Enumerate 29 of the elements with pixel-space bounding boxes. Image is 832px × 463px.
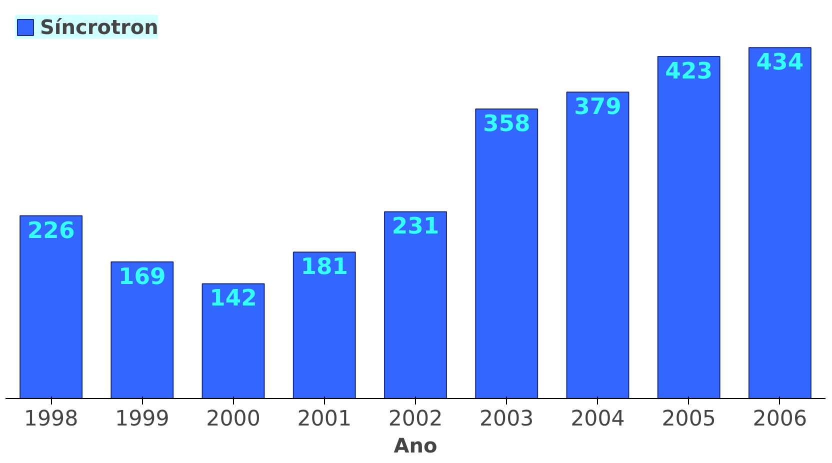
data-label: 142 xyxy=(210,286,257,312)
x-tick-label: 2005 xyxy=(662,406,716,432)
bar xyxy=(748,47,812,398)
x-tick-label: 2002 xyxy=(388,406,443,432)
bar xyxy=(20,215,83,398)
data-label: 169 xyxy=(118,264,166,290)
bar xyxy=(292,252,356,398)
x-tick-label: 1999 xyxy=(115,406,170,432)
bar xyxy=(110,261,174,398)
bar xyxy=(566,92,630,398)
data-label: 434 xyxy=(756,50,804,76)
bar xyxy=(475,108,538,398)
legend-label: Síncrotron xyxy=(40,15,158,39)
x-tick-label: 1998 xyxy=(24,406,78,432)
bar xyxy=(202,283,265,398)
data-label: 181 xyxy=(300,254,348,280)
data-label: 231 xyxy=(392,214,440,240)
data-label: 358 xyxy=(482,111,530,138)
data-label: 379 xyxy=(574,94,622,120)
x-tick-label: 2001 xyxy=(297,406,352,432)
bar xyxy=(384,211,447,398)
bar xyxy=(657,56,720,398)
x-tick-label: 2004 xyxy=(570,406,625,432)
x-axis-title: Ano xyxy=(394,434,438,458)
x-tick-label: 2003 xyxy=(479,406,534,432)
x-tick-label: 2000 xyxy=(206,406,260,432)
data-label: 423 xyxy=(665,58,712,84)
data-label: 226 xyxy=(27,218,75,244)
x-tick-label: 2006 xyxy=(752,406,808,432)
